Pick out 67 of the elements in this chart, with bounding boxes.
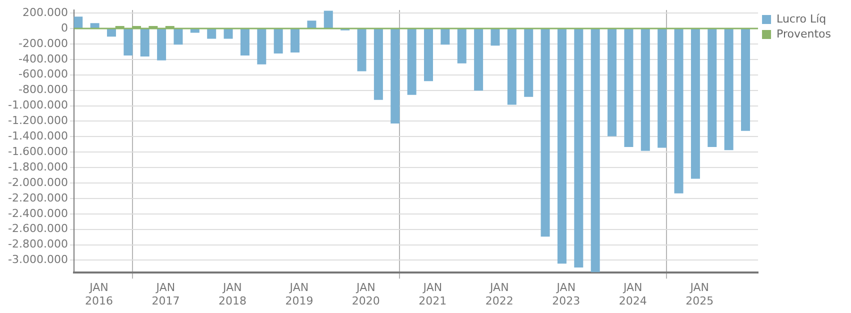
x-tick-label: JAN 2019	[285, 281, 314, 308]
y-tick-label: 200.000	[22, 6, 68, 19]
x-tick-label: JAN 2017	[152, 281, 180, 308]
bar	[557, 28, 566, 264]
bar	[507, 28, 516, 105]
y-tick-label: -600.000	[18, 68, 68, 81]
x-tick-label: JAN 2020	[352, 281, 380, 308]
bar	[274, 28, 283, 54]
y-tick-label: 0	[60, 21, 68, 34]
bar	[440, 28, 450, 45]
y-tick-label: -1.600.000	[8, 144, 68, 158]
legend-label: Lucro Líq	[776, 12, 826, 26]
x-tick-label: JAN 2021	[418, 281, 447, 308]
bar	[140, 28, 150, 56]
bar	[640, 28, 650, 151]
bar	[658, 28, 667, 148]
y-tick-label: -1.200.000	[8, 114, 68, 128]
y-tick-label: -400.000	[18, 52, 68, 66]
legend-label: Proventos	[776, 27, 832, 40]
y-tick-label: -200.000	[18, 36, 68, 50]
bar	[457, 28, 466, 64]
bar	[224, 28, 233, 39]
bar	[424, 28, 434, 82]
bar	[324, 10, 333, 28]
bar	[624, 28, 634, 148]
x-tick-label: JAN 2022	[485, 281, 514, 308]
bar	[74, 16, 83, 28]
bar	[690, 28, 700, 179]
bar	[157, 28, 166, 60]
x-tick-label: JAN 2023	[552, 281, 580, 308]
y-tick-label: -2.400.000	[8, 206, 68, 220]
bar	[741, 28, 750, 131]
y-tick-label: -2.800.000	[8, 238, 68, 251]
bar	[608, 28, 617, 136]
y-tick-label: -1.800.000	[8, 160, 68, 174]
x-tick-label: JAN 2018	[218, 281, 246, 308]
x-tick-label: JAN 2016	[84, 281, 113, 308]
y-tick-label: -1.400.000	[8, 130, 68, 143]
bar	[174, 28, 183, 45]
bar	[474, 28, 484, 91]
y-tick-label: -2.200.000	[8, 191, 68, 204]
y-tick-label: -1.000.000	[8, 98, 68, 112]
bar	[257, 28, 266, 64]
bar	[290, 28, 300, 52]
bar	[240, 28, 250, 56]
y-tick-label: -800.000	[18, 83, 68, 96]
bar	[90, 23, 100, 28]
bar	[124, 28, 133, 56]
x-tick-label: JAN 2025	[686, 281, 714, 308]
y-tick-label: -2.600.000	[8, 222, 68, 236]
bar	[207, 28, 216, 39]
bar	[307, 20, 316, 28]
bar	[357, 28, 366, 72]
bar	[708, 28, 717, 148]
y-tick-label: -2.000.000	[8, 176, 68, 189]
x-tick-label: JAN 2024	[618, 281, 647, 308]
bar	[390, 28, 400, 124]
bar	[590, 28, 600, 272]
bar	[524, 28, 534, 97]
y-tick-label: -3.000.000	[8, 253, 68, 266]
bar	[540, 28, 550, 237]
bar	[574, 28, 584, 268]
bar	[374, 28, 383, 100]
bar	[407, 28, 416, 95]
bar	[490, 28, 500, 46]
bar	[674, 28, 684, 194]
bar	[724, 28, 734, 150]
